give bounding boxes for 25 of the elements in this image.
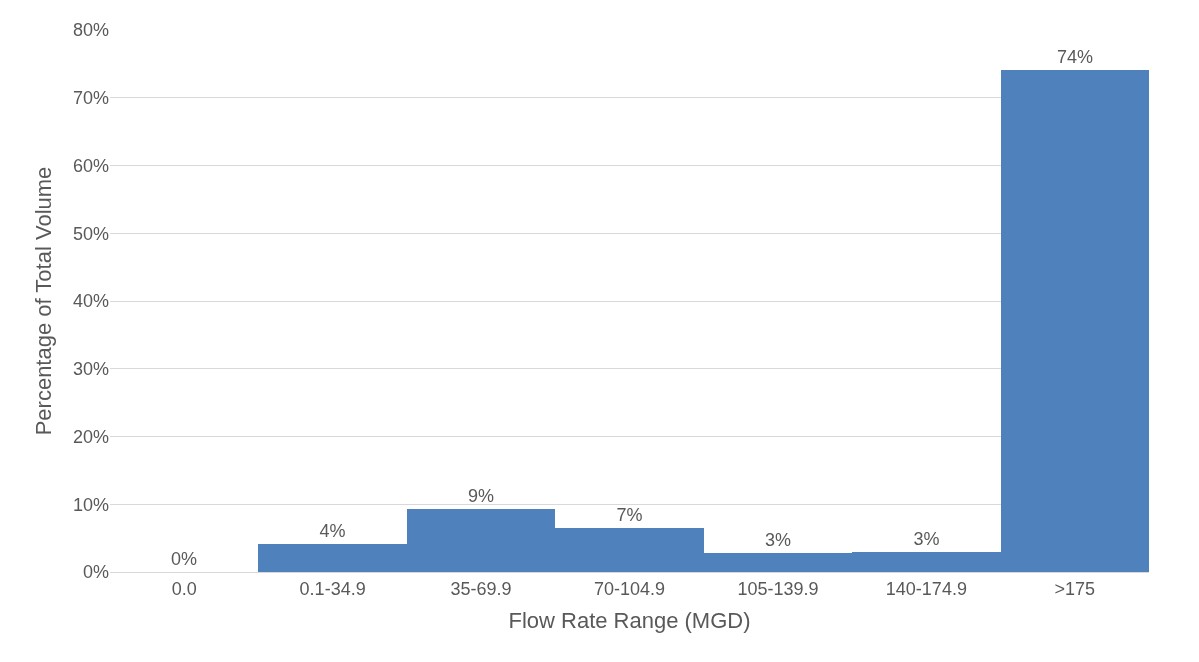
- data-label: 9%: [467, 486, 495, 506]
- x-tick-label: 105-139.9: [737, 578, 819, 599]
- y-tick-label: 40%: [72, 291, 109, 312]
- data-label: 7%: [616, 505, 643, 525]
- x-tick-label: 35-69.9: [450, 578, 512, 599]
- y-tick-label: 30%: [72, 359, 109, 380]
- y-tick-label: 50%: [72, 223, 109, 244]
- y-tick-label: 10%: [72, 494, 109, 515]
- y-tick-label: 70%: [72, 88, 109, 109]
- data-label: 3%: [764, 530, 792, 550]
- y-tick-label: 0%: [82, 562, 109, 583]
- x-tick-label: 70-104.9: [593, 578, 666, 599]
- y-axis-title: Percentage of Total Volume: [30, 166, 56, 436]
- data-label: 0%: [170, 549, 198, 569]
- y-tick-label: 80%: [72, 20, 109, 41]
- x-tick-label: >175: [1054, 578, 1096, 599]
- x-tick-label: 140-174.9: [885, 578, 967, 599]
- y-tick-label: 60%: [72, 155, 109, 176]
- x-tick-label: 0.1-34.9: [299, 578, 366, 599]
- data-label: 74%: [1056, 47, 1094, 67]
- data-label: 3%: [913, 529, 940, 549]
- y-tick-label: 20%: [72, 426, 109, 447]
- x-tick-label: 0.0: [171, 578, 197, 599]
- data-label: 4%: [319, 521, 346, 541]
- x-axis-title: Flow Rate Range (MGD): [508, 608, 751, 634]
